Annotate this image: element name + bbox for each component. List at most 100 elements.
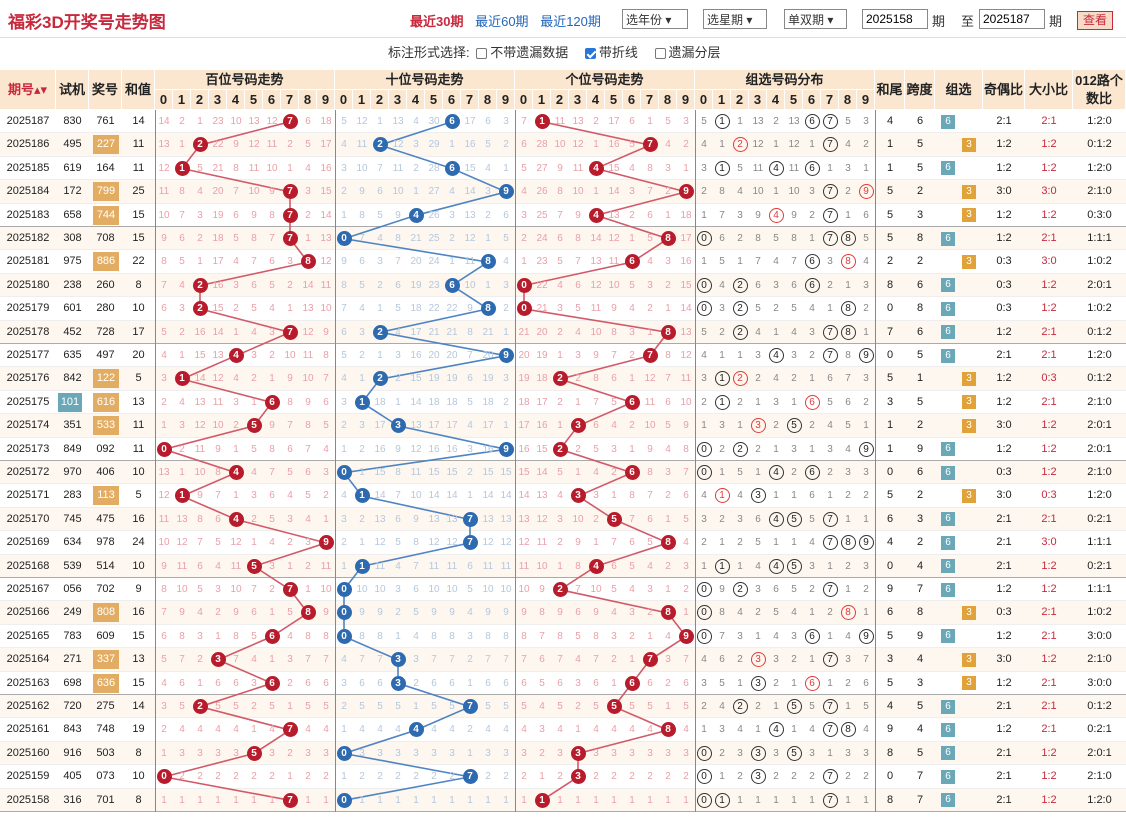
miss-count: 22	[536, 279, 548, 291]
view-button[interactable]: 查看	[1077, 11, 1113, 30]
checkbox-icon[interactable]	[476, 48, 488, 60]
group-digit-ring: 7	[822, 207, 838, 223]
option-no-miss[interactable]: 不带遗漏数据	[473, 38, 568, 68]
trial-cell: 249	[63, 606, 82, 619]
group-digit-ring: 7	[822, 769, 838, 785]
period-cell: 2025184	[6, 185, 50, 198]
week-select[interactable]: 选星期 ▾	[703, 9, 767, 29]
checkbox-icon[interactable]	[654, 48, 666, 60]
miss-count: 1	[179, 139, 185, 151]
miss-count: 4	[629, 303, 635, 315]
miss-count: 6	[629, 537, 635, 549]
bigsmall-cell: 1:2	[1041, 138, 1057, 151]
miss-count: 16	[374, 443, 386, 455]
group-digit-ring: 6	[804, 394, 820, 410]
miss-count: 10	[536, 560, 548, 572]
miss-count: 17	[410, 326, 422, 338]
option-miss-layer[interactable]: 遗漏分层	[652, 38, 721, 68]
miss-count: 11	[752, 162, 764, 174]
period-cell: 2025175	[6, 395, 50, 408]
miss-count: 2	[179, 443, 185, 455]
miss-count: 1	[287, 303, 293, 315]
winning-digit-ball: 9	[678, 628, 694, 644]
route-cell: 0:2:1	[1087, 512, 1112, 525]
option-polyline[interactable]: 带折线	[582, 38, 638, 68]
miss-count: 9	[791, 209, 797, 221]
group-digit-ring: 1	[714, 114, 730, 129]
winning-digit-ball: 3	[570, 488, 586, 504]
winning-digit-ball: 2	[192, 699, 208, 714]
miss-count: 17	[518, 420, 530, 432]
miss-count: 12	[410, 443, 422, 455]
miss-count: 13	[374, 513, 386, 525]
miss-count: 7	[683, 467, 689, 478]
winning-digit-ball: 3	[570, 418, 586, 434]
miss-count: 1	[827, 677, 833, 689]
sum-cell: 24	[132, 536, 145, 549]
group-digit-ring: 7	[822, 348, 838, 363]
sum-cell: 8	[135, 746, 142, 759]
tail-cell: 1	[886, 161, 894, 174]
miss-count: 4	[773, 256, 779, 268]
route-cell: 0:1:2	[1087, 138, 1112, 151]
miss-count: 1	[863, 420, 869, 432]
miss-count: 14	[500, 490, 512, 502]
year-select[interactable]: 选年份 ▾	[622, 9, 688, 29]
miss-count: 1	[845, 584, 851, 595]
sum-cell: 10	[132, 770, 145, 783]
miss-count: 8	[215, 467, 221, 478]
digit-header: 8	[839, 90, 857, 110]
prize-cell: 886	[93, 252, 119, 272]
group-digit-ring: 9	[858, 628, 874, 644]
miss-count: 15	[680, 279, 692, 291]
miss-count: 3	[611, 443, 617, 455]
miss-count: 11	[446, 560, 458, 572]
oddeven-cell: 0:3	[996, 466, 1012, 478]
from-period-input[interactable]	[862, 9, 928, 29]
miss-count: 8	[593, 630, 599, 642]
checkbox-checked-icon[interactable]	[584, 48, 596, 60]
miss-count: 10	[320, 303, 332, 315]
miss-count: 2	[701, 537, 707, 549]
period-cell: 2025178	[6, 325, 50, 338]
to-period-input[interactable]	[979, 9, 1045, 29]
miss-count: 21	[410, 233, 422, 244]
miss-count: 4	[341, 139, 347, 151]
group-digit-ring: 1	[714, 160, 730, 176]
winning-digit-ball: 2	[372, 137, 388, 153]
miss-count: 4	[755, 560, 761, 572]
miss-count: 4	[737, 490, 743, 502]
miss-count: 1	[377, 116, 383, 127]
miss-count: 2	[323, 490, 329, 502]
miss-count: 8	[557, 630, 563, 642]
zone-divider	[875, 110, 876, 812]
miss-count: 6	[179, 677, 185, 689]
miss-count: 8	[575, 560, 581, 572]
nav-recent-120[interactable]: 最近120期	[540, 14, 601, 29]
miss-count: 2	[179, 771, 185, 783]
oddeven-period-select[interactable]: 单双期 ▾	[784, 9, 847, 29]
nav-recent-60[interactable]: 最近60期	[475, 14, 529, 29]
miss-count: 18	[518, 396, 530, 408]
route-cell: 1:1:1	[1087, 536, 1112, 549]
winning-digit-ball: 0	[336, 605, 352, 621]
miss-count: 5	[431, 701, 437, 712]
miss-count: 13	[752, 116, 764, 127]
miss-count: 29	[428, 139, 440, 151]
miss-count: 5	[395, 303, 401, 315]
winning-digit-ball: 0	[336, 465, 352, 480]
col-header-period[interactable]: 期号▴▾	[0, 70, 56, 110]
miss-count: 2	[665, 771, 671, 783]
miss-count: 4	[287, 490, 293, 502]
miss-count: 3	[395, 350, 401, 361]
miss-count: 1	[665, 513, 671, 525]
miss-count: 1	[593, 537, 599, 549]
miss-count: 10	[266, 162, 278, 174]
miss-count: 2	[719, 443, 725, 455]
prize-cell: 636	[93, 673, 119, 693]
nav-recent-30[interactable]: 最近30期	[410, 14, 464, 29]
span-cell: 5	[916, 746, 924, 759]
miss-count: 17	[374, 420, 386, 432]
miss-count: 2	[683, 584, 689, 595]
span-cell: 5	[916, 700, 924, 712]
